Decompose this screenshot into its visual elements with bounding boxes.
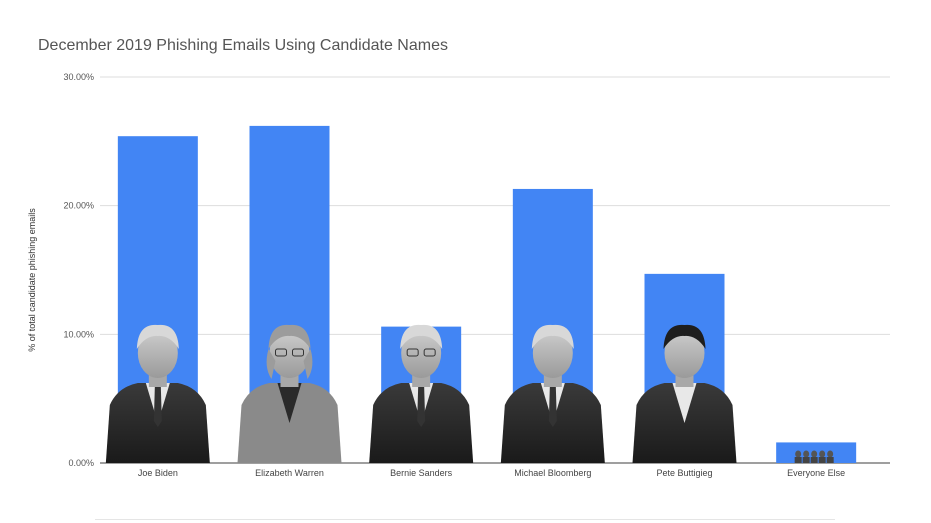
axis-labels: 0.00% 10.00% 20.00% 30.00% Joe Biden Elizabet… xyxy=(63,72,845,478)
candidate-photo xyxy=(237,324,342,463)
y-tick-label: 0.00% xyxy=(68,458,94,468)
y-tick-label: 20.00% xyxy=(63,201,94,211)
bars xyxy=(117,125,857,464)
chart-title: December 2019 Phishing Emails Using Cand… xyxy=(38,37,448,54)
candidate-photo xyxy=(632,324,737,463)
x-tick-label: Michael Bloomberg xyxy=(514,468,591,478)
y-tick-label: 30.00% xyxy=(63,72,94,82)
candidate-photo xyxy=(369,324,474,463)
x-tick-label: Everyone Else xyxy=(787,468,845,478)
portraits xyxy=(105,324,834,463)
bottom-divider xyxy=(95,519,835,520)
gridlines xyxy=(100,76,890,464)
x-tick-label: Joe Biden xyxy=(138,468,178,478)
x-tick-label: Pete Buttigieg xyxy=(656,468,712,478)
y-tick-label: 10.00% xyxy=(63,329,94,339)
candidate-photo xyxy=(500,324,605,463)
crowd-icon xyxy=(794,450,834,463)
x-tick-label: Elizabeth Warren xyxy=(255,468,324,478)
candidate-photo xyxy=(105,324,210,463)
x-tick-label: Bernie Sanders xyxy=(390,468,453,478)
